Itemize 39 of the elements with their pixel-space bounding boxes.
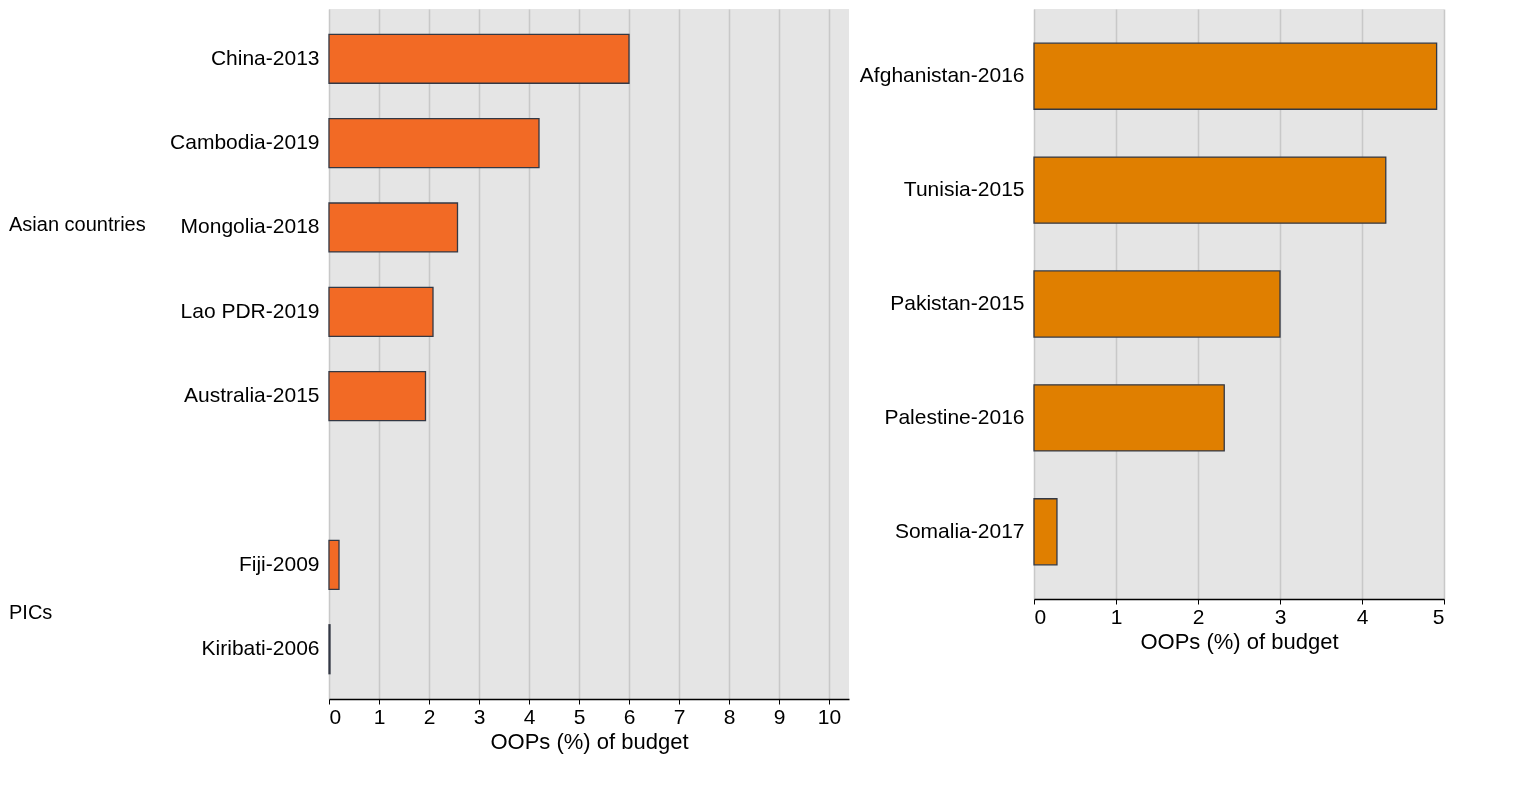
bar xyxy=(328,286,434,337)
x-tick-label: 2 xyxy=(423,704,436,728)
x-tick-label: 0 xyxy=(329,704,342,728)
y-tick-label: Fiji-2009 xyxy=(238,551,320,575)
x-tick-label: 6 xyxy=(623,704,636,728)
y-tick-label: Kiribati-2006 xyxy=(201,636,320,660)
text: Asian countries xyxy=(9,212,146,235)
bar xyxy=(328,118,540,169)
x-tick-label: 2 xyxy=(1192,604,1205,628)
y-tick-label: Somalia-2017 xyxy=(894,518,1025,542)
bar xyxy=(328,33,630,84)
x-tick-label: 4 xyxy=(523,704,536,728)
x-tick-label: 4 xyxy=(1356,604,1369,628)
y-tick-label: Australia-2015 xyxy=(184,383,320,407)
x-tick-label: 3 xyxy=(1274,604,1287,628)
x-tick-label: 10 xyxy=(817,704,842,728)
x-tick-label: 9 xyxy=(773,704,786,728)
y-tick-label: Mongolia-2018 xyxy=(180,214,320,238)
y-tick-label: Palestine-2016 xyxy=(884,404,1025,428)
x-tick-label: 5 xyxy=(573,704,586,728)
x-tick-label: 1 xyxy=(1110,604,1123,628)
y-tick-label: China-2013 xyxy=(210,45,320,69)
bar xyxy=(328,202,459,253)
y-tick-label: Lao PDR-2019 xyxy=(180,298,320,322)
x-tick-label: 7 xyxy=(673,704,686,728)
y-tick-label: Afghanistan-2016 xyxy=(859,63,1025,87)
y-tick-label: Tunisia-2015 xyxy=(903,177,1025,201)
x-tick-label: 1 xyxy=(373,704,386,728)
x-tick-label: 8 xyxy=(723,704,736,728)
x-tick-label: 3 xyxy=(473,704,486,728)
x-tick-label: 0 xyxy=(1034,604,1047,628)
x-tick-label: 5 xyxy=(1432,604,1445,628)
bar xyxy=(328,371,427,422)
y-tick-label: Cambodia-2019 xyxy=(170,130,320,154)
x-axis-title: OOPs (%) of budget xyxy=(490,728,689,754)
text: PICs xyxy=(9,600,53,623)
bar xyxy=(328,539,340,590)
x-axis-title: OOPs (%) of budget xyxy=(1140,628,1339,654)
y-tick-label: Pakistan-2015 xyxy=(890,291,1025,314)
